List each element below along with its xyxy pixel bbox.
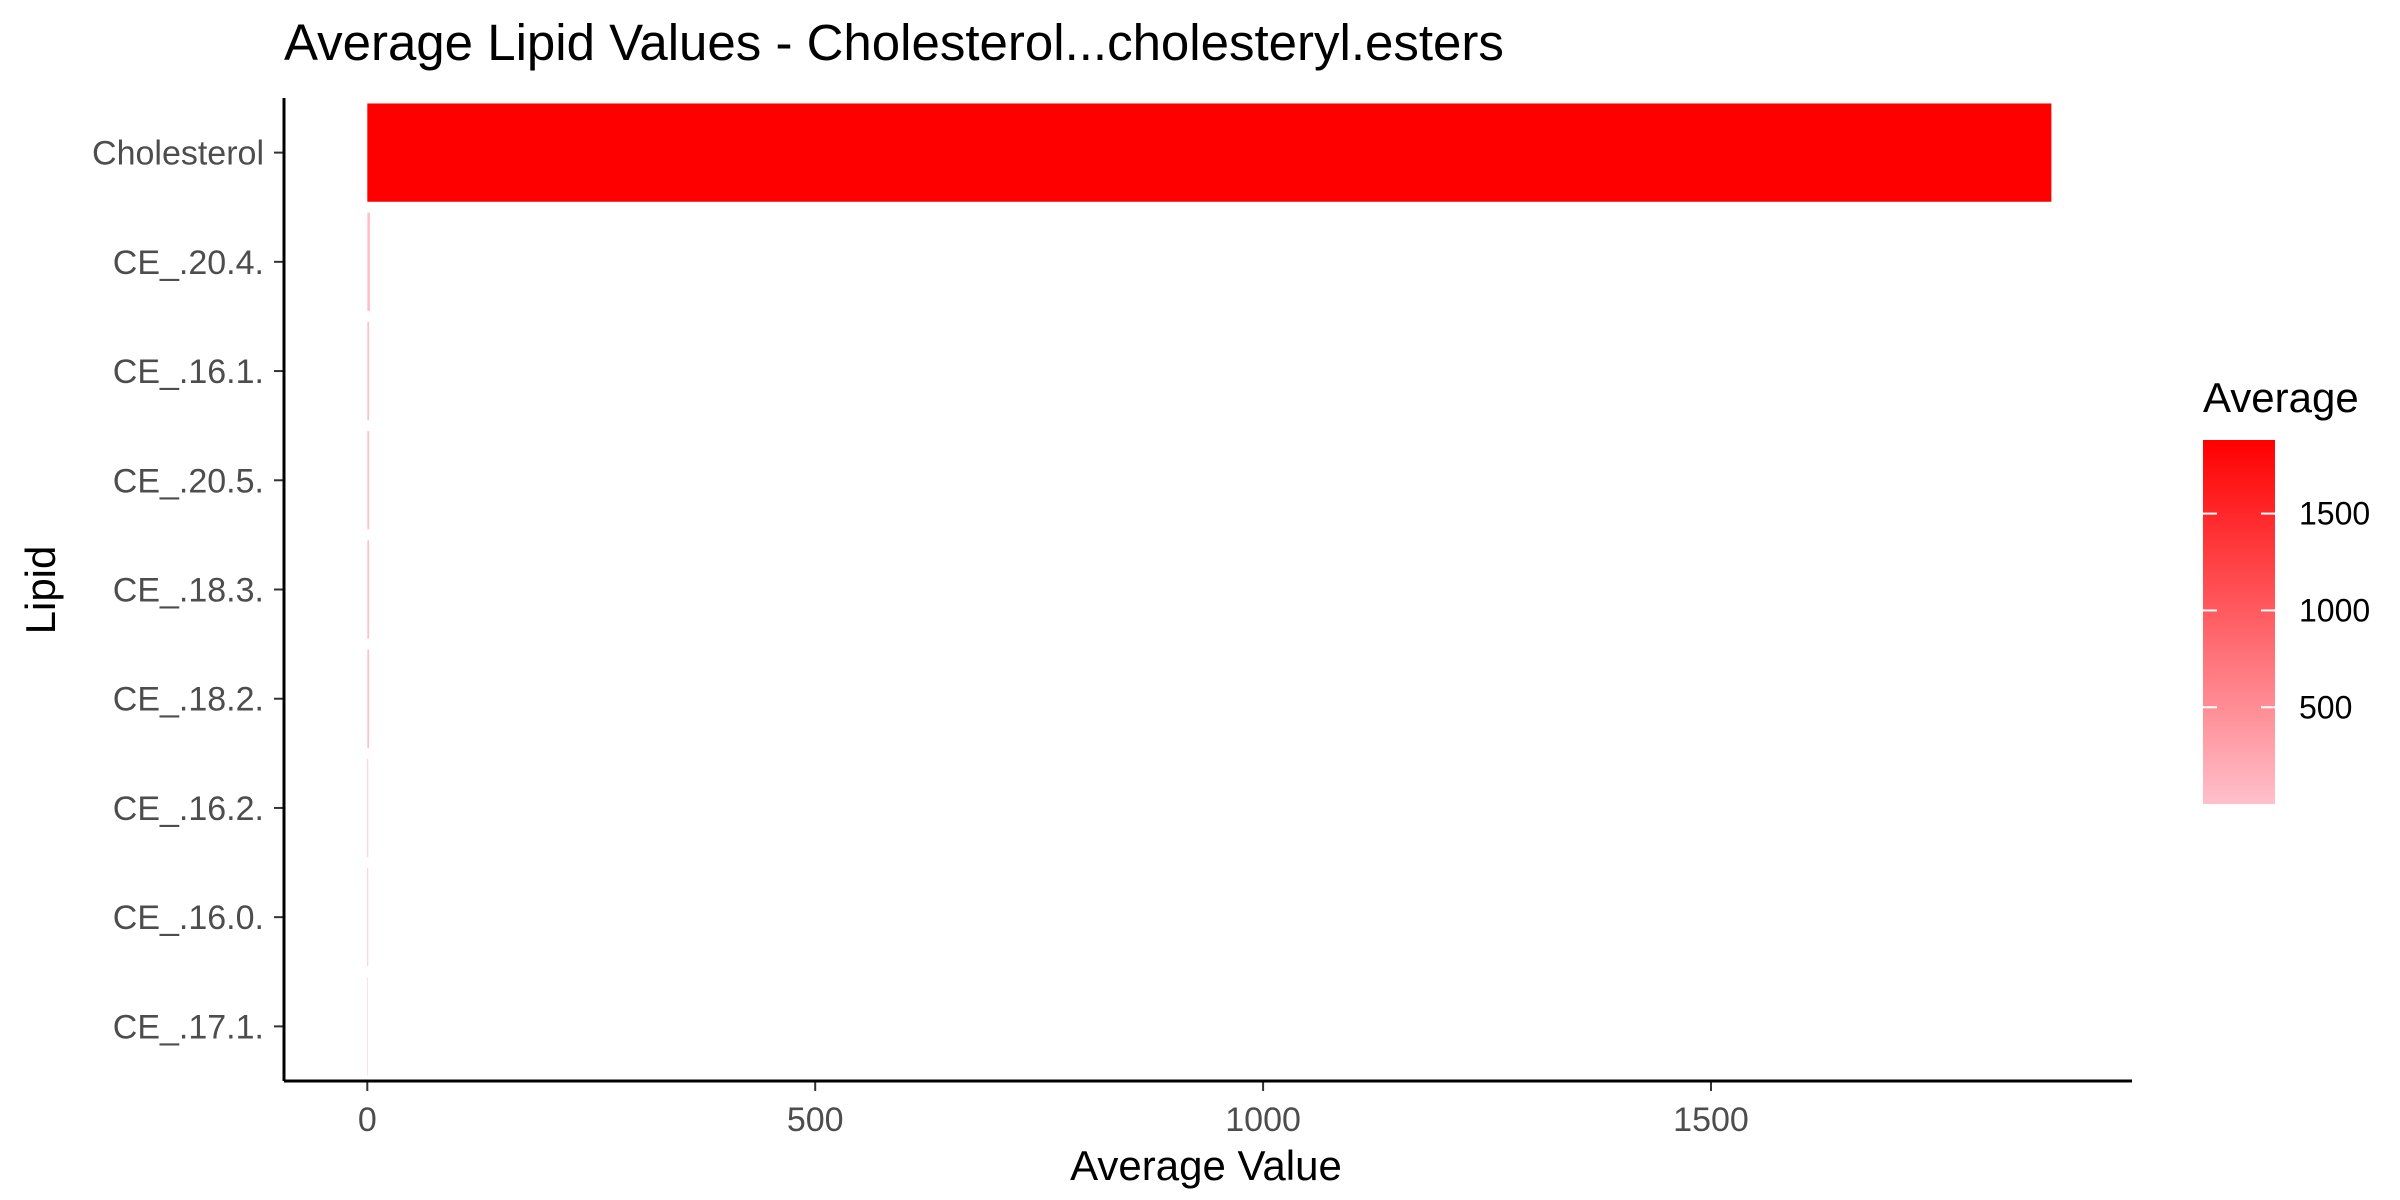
bar [367, 321, 370, 421]
legend-tick-label: 500 [2299, 689, 2352, 725]
legend-title: Average [2203, 374, 2359, 421]
y-tick-label: CE_.18.2. [113, 681, 264, 719]
bar [367, 977, 368, 1076]
bar [367, 758, 369, 858]
y-tick-label: Cholesterol [92, 135, 264, 173]
y-tick-label: CE_.16.0. [113, 899, 264, 937]
legend-tick-label: 1500 [2299, 496, 2370, 532]
y-axis-ticks: Cholesterol CE_.20.4. CE_.16.1. CE_.20.5. CE… [92, 135, 284, 1046]
legend-ticks: 500 1000 1500 [2203, 496, 2370, 725]
y-tick-label: CE_.20.5. [113, 462, 264, 500]
bars-layer [367, 103, 2052, 1076]
bar [367, 103, 2052, 202]
x-tick-label: 500 [787, 1101, 844, 1139]
chart-title: Average Lipid Values - Cholesterol...cho… [284, 14, 1504, 71]
x-axis-title: Average Value [1070, 1142, 1342, 1189]
legend-colorbar [2203, 440, 2275, 804]
bar [367, 540, 370, 639]
x-tick-label: 1000 [1225, 1101, 1301, 1139]
color-legend: Average 500 1000 1500 [2203, 374, 2370, 804]
bar [367, 212, 370, 311]
legend-tick-label: 1000 [2299, 592, 2370, 628]
y-tick-label: CE_.16.1. [113, 353, 264, 391]
bar [367, 649, 370, 748]
bar [367, 431, 370, 530]
bar [367, 868, 369, 967]
x-tick-label: 0 [358, 1101, 377, 1139]
y-axis-title: Lipid [17, 546, 64, 635]
y-tick-label: CE_.18.3. [113, 572, 264, 610]
x-tick-label: 1500 [1673, 1101, 1749, 1139]
y-tick-label: CE_.16.2. [113, 790, 264, 828]
y-tick-label: CE_.20.4. [113, 244, 264, 282]
y-tick-label: CE_.17.1. [113, 1008, 264, 1046]
x-axis-ticks: 0 500 1000 1500 [358, 1081, 1749, 1139]
